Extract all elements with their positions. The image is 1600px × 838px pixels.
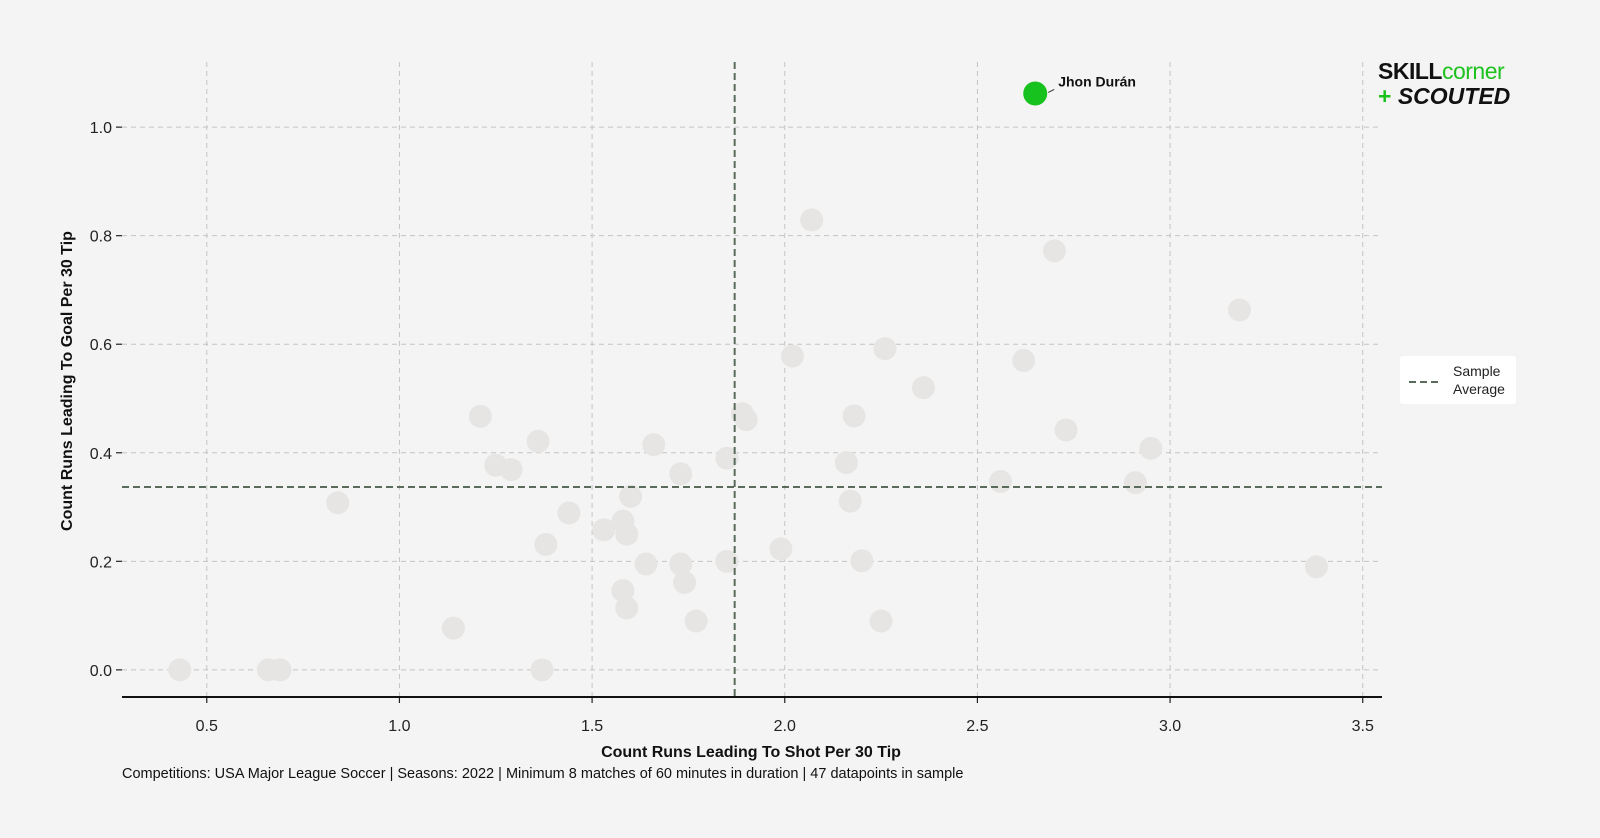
- data-point: [642, 433, 666, 457]
- data-point: [592, 518, 616, 542]
- data-point: [673, 570, 697, 594]
- footnote: Competitions: USA Major League Soccer | …: [122, 766, 964, 782]
- x-tick-label: 1.5: [581, 718, 603, 735]
- y-tick-label: 0.0: [90, 663, 112, 680]
- highlight-leader-line: [1047, 89, 1055, 93]
- data-point: [615, 596, 639, 620]
- data-point: [715, 549, 739, 573]
- data-point: [911, 376, 935, 400]
- data-point: [1012, 349, 1036, 373]
- legend-label-line2: Average: [1453, 381, 1505, 397]
- logo-plus: +: [1378, 83, 1392, 109]
- data-point: [1227, 298, 1251, 322]
- x-tick-label: 1.0: [388, 718, 410, 735]
- data-point: [873, 337, 897, 361]
- logo-line1: SKILLcorner: [1378, 60, 1530, 83]
- data-point: [989, 470, 1013, 494]
- x-tick-label: 3.0: [1159, 718, 1181, 735]
- data-point: [1123, 471, 1147, 495]
- data-point: [1054, 418, 1078, 442]
- y-tick-label: 0.8: [90, 229, 112, 246]
- x-axis-title: Count Runs Leading To Shot Per 30 Tip: [601, 744, 901, 761]
- data-point: [619, 484, 643, 508]
- y-tick-label: 0.4: [90, 446, 112, 463]
- grid: [122, 62, 1382, 697]
- data-point: [684, 609, 708, 633]
- x-tick-label: 3.5: [1352, 718, 1374, 735]
- data-points: [168, 208, 1328, 682]
- highlight-group: Jhon Durán: [1023, 73, 1136, 106]
- data-point: [611, 579, 635, 603]
- highlight-point: [1023, 81, 1048, 106]
- skillcorner-logo: SKILLcorner + SCOUTED: [1378, 60, 1530, 108]
- logo-skill: SKILL: [1378, 58, 1442, 84]
- data-point: [800, 208, 824, 232]
- data-point: [669, 462, 693, 486]
- legend: Sample Average: [1400, 356, 1516, 404]
- data-point: [499, 458, 523, 482]
- data-point: [526, 429, 550, 453]
- data-point: [615, 522, 639, 546]
- highlight-label: Jhon Durán: [1058, 73, 1136, 89]
- y-axis-title: Count Runs Leading To Goal Per 30 Tip: [59, 231, 76, 531]
- data-point: [557, 501, 581, 525]
- data-point: [468, 404, 492, 428]
- data-point: [769, 537, 793, 561]
- y-tick-label: 0.6: [90, 337, 112, 354]
- data-point: [1139, 436, 1163, 460]
- data-point: [530, 658, 554, 682]
- logo-corner: corner: [1441, 58, 1505, 84]
- data-point: [1042, 239, 1066, 263]
- data-point: [168, 658, 192, 682]
- data-point: [869, 609, 893, 633]
- x-tick-label: 2.0: [774, 718, 796, 735]
- legend-label-line1: Sample: [1453, 363, 1501, 379]
- data-point: [850, 549, 874, 573]
- logo-scouted: SCOUTED: [1397, 83, 1511, 109]
- data-point: [834, 451, 858, 475]
- data-point: [734, 408, 758, 432]
- data-point: [634, 552, 658, 576]
- data-point: [534, 532, 558, 556]
- data-point: [842, 404, 866, 428]
- data-point: [715, 446, 739, 470]
- x-tick-label: 0.5: [196, 718, 218, 735]
- logo-line2: + SCOUTED: [1378, 85, 1530, 108]
- y-tick-label: 0.2: [90, 554, 112, 571]
- data-point: [838, 489, 862, 513]
- data-point: [268, 658, 292, 682]
- average-lines: [122, 62, 1382, 697]
- data-point: [326, 491, 350, 515]
- x-tick-label: 2.5: [966, 718, 988, 735]
- data-point: [669, 552, 693, 576]
- data-point: [780, 344, 804, 368]
- data-point: [441, 616, 465, 640]
- axes: 0.5 1.0 1.5 2.0 2.5 3.0 3.5 0.0 0.2 0.4 0.6 0.8 1.0: [90, 120, 1382, 735]
- legend-box: [1400, 356, 1516, 404]
- data-point: [1304, 555, 1328, 579]
- y-tick-label: 1.0: [90, 120, 112, 137]
